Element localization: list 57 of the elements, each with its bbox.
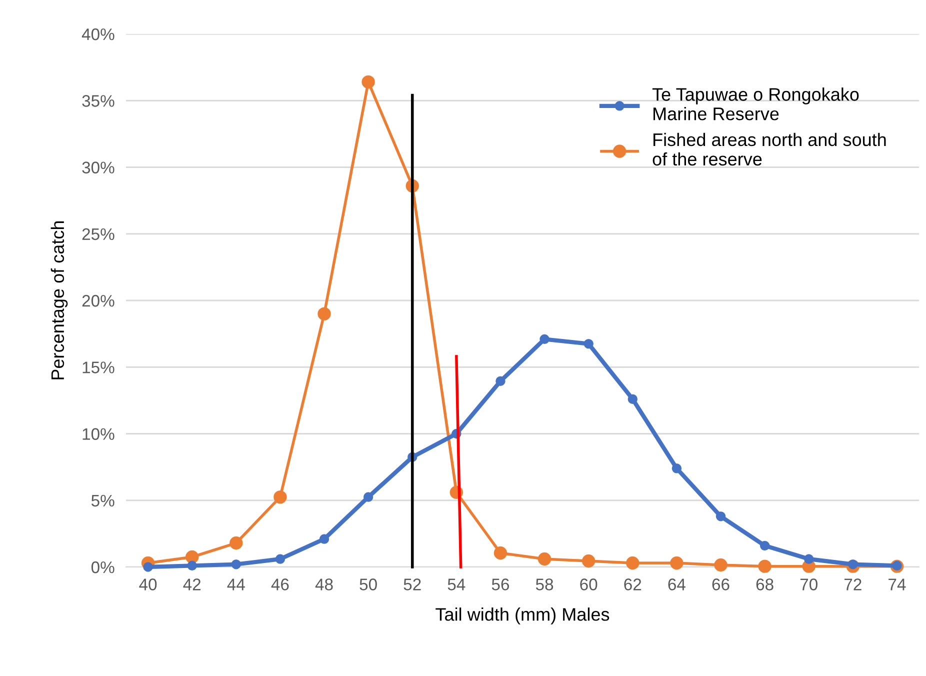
x-tick-label: 48 [315, 578, 333, 590]
point [714, 558, 728, 572]
x-tick-label: 46 [271, 578, 289, 590]
point [231, 559, 241, 570]
y-tick-label: 20% [82, 294, 114, 307]
point [628, 394, 638, 404]
x-tick-label: 52 [404, 578, 421, 590]
point [584, 338, 594, 349]
x-tick-label: 68 [756, 578, 774, 590]
x-tick-label: 74 [888, 578, 906, 590]
y-tick-label: 15% [82, 362, 114, 374]
x-tick-label: 50 [360, 578, 377, 590]
point [670, 556, 684, 570]
point [318, 307, 331, 320]
x-tick-label: 42 [183, 578, 201, 590]
legend-label: Te Tapuwae o Rongokako Marine Reserve [652, 88, 859, 120]
point [275, 554, 286, 564]
x-tick-label: 60 [580, 578, 598, 590]
x-axis-title: Tail width (mm) Males [436, 608, 610, 624]
y-axis-title: Percentage of catch [50, 221, 68, 380]
point [187, 560, 197, 571]
legend-label: Fished areas north and south of the reserve [652, 132, 886, 166]
x-tick-label: 72 [844, 578, 862, 590]
point [582, 554, 596, 568]
y-tick-label: 10% [82, 428, 114, 440]
point [362, 75, 375, 89]
y-tick-label: 25% [82, 228, 114, 240]
point [494, 546, 508, 560]
x-tick-label: 44 [227, 578, 245, 590]
x-tick-label: 56 [492, 578, 510, 590]
point [363, 492, 374, 502]
x-tick-label: 62 [624, 578, 642, 590]
y-tick-label: 5% [91, 494, 114, 507]
point [758, 560, 772, 573]
x-tick-label: 66 [712, 578, 730, 590]
x-tick-label: 40 [139, 578, 157, 590]
point [538, 552, 552, 566]
point [716, 512, 726, 522]
point [804, 554, 814, 564]
y-tick-label: 35% [82, 95, 114, 107]
point [230, 536, 243, 550]
y-tick-label: 0% [91, 561, 114, 574]
x-tick-label: 58 [536, 578, 554, 590]
point [319, 534, 330, 544]
point [274, 490, 287, 504]
y-tick-label: 30% [82, 162, 114, 174]
x-tick-label: 54 [448, 578, 466, 590]
point [496, 376, 506, 386]
x-tick-label: 64 [668, 578, 686, 590]
point [672, 464, 682, 474]
point [760, 540, 770, 551]
point [185, 550, 199, 564]
point [540, 334, 550, 344]
point [626, 556, 640, 570]
y-tick-label: 40% [82, 28, 114, 40]
x-tick-label: 70 [800, 578, 818, 590]
point [848, 559, 858, 570]
